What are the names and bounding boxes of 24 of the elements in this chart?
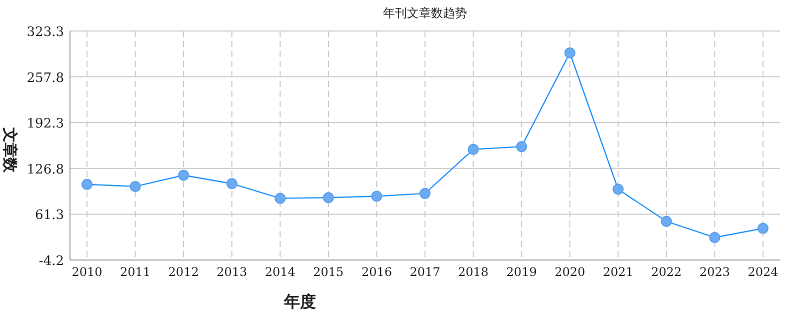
x-tick-label: 2016 (361, 265, 392, 279)
x-tick-label: 2012 (168, 265, 199, 279)
x-tick-label: 2021 (602, 265, 634, 279)
x-axis-title: 年度 (283, 292, 316, 311)
y-tick-label: 192.3 (26, 116, 64, 132)
y-axis-title: 文章数 (1, 126, 19, 174)
y-tick-label: 323.3 (26, 25, 64, 40)
x-tick-label: 2019 (506, 265, 537, 279)
x-tick-label: 2014 (264, 265, 296, 279)
x-tick-label: 2024 (748, 265, 779, 279)
y-tick-label: 126.8 (26, 162, 64, 178)
y-tick-label: -4.2 (38, 254, 64, 269)
x-tick-label: 2023 (699, 265, 730, 279)
x-tick-label: 2018 (458, 265, 489, 279)
x-tick-label: 2011 (120, 265, 151, 279)
y-tick-label: 257.8 (26, 70, 64, 86)
x-tick-label: 2010 (72, 265, 102, 279)
x-tick-label: 2015 (313, 265, 344, 279)
chart-title: 年刊文章数趋势 (383, 6, 467, 20)
y-tick-label: 61.3 (35, 208, 64, 224)
x-tick-label: 2017 (410, 265, 440, 279)
x-tick-label: 2013 (216, 265, 248, 279)
x-tick-label: 2020 (554, 265, 586, 279)
x-tick-label: 2022 (651, 265, 682, 279)
